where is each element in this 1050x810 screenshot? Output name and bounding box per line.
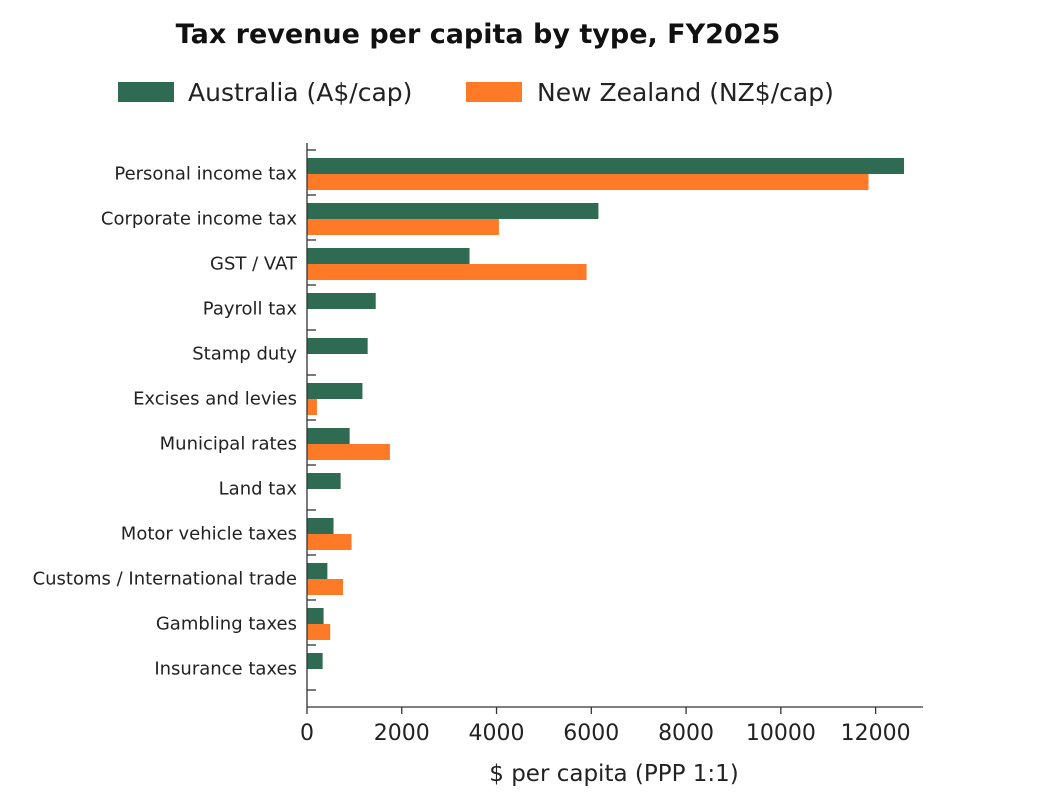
category-label-municipal-rates: Municipal rates [160, 434, 297, 455]
x-axis-ticks: 0 2000 4000 6000 8000 10000 12000 [300, 707, 911, 746]
category-label-excises-and-levies: Excises and levies [133, 389, 297, 410]
bar-new-zealand-motor-vehicle-taxes [307, 534, 352, 550]
x-tick-label-10000: 10000 [746, 721, 816, 746]
category-label-customs-international-trade: Customs / International trade [33, 569, 297, 590]
bar-australia-stamp-duty [307, 338, 368, 354]
x-axis-title: $ per capita (PPP 1:1) [489, 761, 739, 787]
bar-australia-excises-and-levies [307, 383, 363, 399]
x-tick-label-6000: 6000 [563, 721, 619, 746]
legend-swatch-australia [118, 82, 174, 102]
bar-australia-municipal-rates [307, 428, 350, 444]
bar-new-zealand-gst-vat [307, 264, 587, 280]
chart-title: Tax revenue per capita by type, FY2025 [176, 19, 781, 50]
category-label-motor-vehicle-taxes: Motor vehicle taxes [121, 524, 297, 545]
category-label-gambling-taxes: Gambling taxes [156, 614, 297, 635]
bar-australia-payroll-tax [307, 293, 376, 309]
bar-australia-gambling-taxes [307, 608, 324, 624]
category-label-insurance-taxes: Insurance taxes [154, 659, 297, 680]
x-tick-label-4000: 4000 [469, 721, 525, 746]
bar-new-zealand-municipal-rates [307, 444, 390, 460]
category-labels: Personal income tax Corporate income tax G… [33, 164, 298, 680]
bar-australia-personal-income-tax [307, 158, 905, 174]
category-label-land-tax: Land tax [219, 479, 298, 500]
bar-new-zealand-corporate-income-tax [307, 219, 499, 235]
legend-label-australia: Australia (A$/cap) [188, 78, 412, 107]
bars [307, 158, 905, 669]
bar-australia-customs-international-trade [307, 563, 328, 579]
bar-australia-gst-vat [307, 248, 470, 264]
x-tick-label-12000: 12000 [841, 721, 911, 746]
category-label-gst-vat: GST / VAT [210, 254, 298, 275]
bar-australia-land-tax [307, 473, 341, 489]
category-label-stamp-duty: Stamp duty [192, 344, 297, 365]
bar-new-zealand-excises-and-levies [307, 399, 317, 415]
bar-new-zealand-gambling-taxes [307, 624, 331, 640]
bar-new-zealand-personal-income-tax [307, 174, 869, 190]
bar-australia-motor-vehicle-taxes [307, 518, 334, 534]
x-tick-label-0: 0 [300, 721, 314, 746]
category-label-corporate-income-tax: Corporate income tax [101, 209, 297, 230]
legend: Australia (A$/cap) New Zealand (NZ$/cap) [118, 78, 834, 107]
bar-australia-corporate-income-tax [307, 203, 599, 219]
x-tick-label-8000: 8000 [658, 721, 714, 746]
bar-new-zealand-customs-international-trade [307, 579, 344, 595]
bar-australia-insurance-taxes [307, 653, 323, 669]
x-tick-label-2000: 2000 [374, 721, 430, 746]
category-label-personal-income-tax: Personal income tax [114, 164, 297, 185]
legend-label-new-zealand: New Zealand (NZ$/cap) [537, 78, 834, 107]
y-axis-ticks [307, 149, 316, 691]
legend-swatch-new-zealand [466, 82, 522, 102]
category-label-payroll-tax: Payroll tax [203, 299, 298, 320]
